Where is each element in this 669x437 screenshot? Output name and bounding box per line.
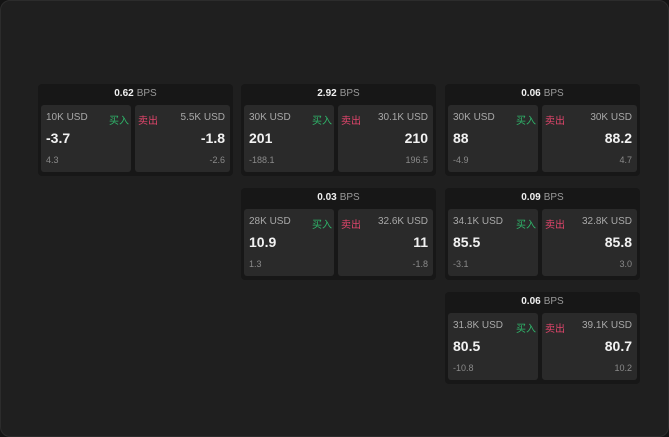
sell-change: -1.8 — [412, 259, 428, 269]
buy-label: 买入 — [312, 116, 332, 127]
spread-value: 0.06 — [521, 88, 541, 99]
spread-header: 0.06 BPS — [445, 292, 640, 312]
spread-header: 0.62 BPS — [38, 84, 233, 104]
buy-change: -3.1 — [453, 259, 469, 269]
buy-label: 买入 — [312, 220, 332, 231]
buy-amount: 30K USD — [453, 112, 495, 123]
spread-value: 2.92 — [317, 88, 337, 99]
quote-card: 0.06 BPS 31.8K USD 买入 80.5 -10.8 卖出 39.1K… — [445, 292, 640, 384]
sell-price: 80.7 — [604, 338, 632, 354]
quote-card: 0.06 BPS 30K USD 买入 88 -4.9 卖出 30K USD 88… — [445, 84, 640, 176]
spread-value: 0.03 — [317, 192, 337, 203]
sell-price: 85.8 — [604, 234, 632, 250]
sell-cell[interactable]: 卖出 30K USD 88.2 4.7 — [542, 105, 637, 172]
buy-amount: 31.8K USD — [453, 320, 504, 331]
buy-price: 10.9 — [249, 234, 277, 250]
sell-cell[interactable]: 卖出 39.1K USD 80.7 10.2 — [542, 313, 637, 380]
sell-price: -1.8 — [200, 130, 225, 146]
sell-label: 卖出 — [545, 324, 565, 335]
sell-amount: 30K USD — [590, 112, 632, 123]
sell-change: 4.7 — [619, 155, 632, 165]
buy-price: 201 — [249, 130, 273, 146]
spread-unit: BPS — [543, 88, 564, 99]
sell-change: -2.6 — [209, 155, 225, 165]
sell-price: 210 — [404, 130, 428, 146]
buy-cell[interactable]: 28K USD 买入 10.9 1.3 — [244, 209, 334, 276]
buy-amount: 34.1K USD — [453, 216, 504, 227]
spread-unit: BPS — [543, 296, 564, 307]
buy-cell[interactable]: 31.8K USD 买入 80.5 -10.8 — [448, 313, 538, 380]
buy-cell[interactable]: 30K USD 买入 88 -4.9 — [448, 105, 538, 172]
buy-amount: 10K USD — [46, 112, 88, 123]
spread-unit: BPS — [339, 88, 360, 99]
quote-card: 0.03 BPS 28K USD 买入 10.9 1.3 卖出 32.6K USD… — [241, 188, 436, 280]
sell-amount: 32.6K USD — [377, 216, 428, 227]
sell-label: 卖出 — [138, 116, 158, 127]
spread-header: 0.09 BPS — [445, 188, 640, 208]
sell-label: 卖出 — [341, 220, 361, 231]
buy-cell[interactable]: 34.1K USD 买入 85.5 -3.1 — [448, 209, 538, 276]
sell-change: 3.0 — [619, 259, 632, 269]
sell-label: 卖出 — [545, 220, 565, 231]
buy-price: 80.5 — [453, 338, 481, 354]
sell-amount: 32.8K USD — [581, 216, 632, 227]
spread-unit: BPS — [136, 88, 157, 99]
buy-label: 买入 — [516, 324, 536, 335]
quote-card: 2.92 BPS 30K USD 买入 201 -188.1 卖出 30.1K U… — [241, 84, 436, 176]
sell-price: 88.2 — [604, 130, 632, 146]
buy-amount: 30K USD — [249, 112, 291, 123]
buy-label: 买入 — [109, 116, 129, 127]
spread-header: 0.06 BPS — [445, 84, 640, 104]
sell-amount: 30.1K USD — [377, 112, 428, 123]
buy-change: -4.9 — [453, 155, 469, 165]
sell-cell[interactable]: 卖出 30.1K USD 210 196.5 — [338, 105, 433, 172]
spread-header: 0.03 BPS — [241, 188, 436, 208]
buy-cell[interactable]: 30K USD 买入 201 -188.1 — [244, 105, 334, 172]
spread-header: 2.92 BPS — [241, 84, 436, 104]
sell-change: 10.2 — [614, 363, 632, 373]
spread-unit: BPS — [543, 192, 564, 203]
spread-value: 0.09 — [521, 192, 541, 203]
buy-amount: 28K USD — [249, 216, 291, 227]
sell-cell[interactable]: 卖出 32.6K USD 11 -1.8 — [338, 209, 433, 276]
buy-cell[interactable]: 10K USD 买入 -3.7 4.3 — [41, 105, 131, 172]
sell-label: 卖出 — [545, 116, 565, 127]
sell-amount: 39.1K USD — [581, 320, 632, 331]
spread-value: 0.62 — [114, 88, 134, 99]
buy-label: 买入 — [516, 116, 536, 127]
buy-change: 4.3 — [46, 155, 59, 165]
sell-cell[interactable]: 卖出 32.8K USD 85.8 3.0 — [542, 209, 637, 276]
quote-card: 0.62 BPS 10K USD 买入 -3.7 4.3 卖出 5.5K USD … — [38, 84, 233, 176]
buy-price: 88 — [453, 130, 469, 146]
buy-change: -10.8 — [453, 363, 474, 373]
sell-change: 196.5 — [405, 155, 428, 165]
buy-price: -3.7 — [46, 130, 71, 146]
buy-label: 买入 — [516, 220, 536, 231]
spread-unit: BPS — [339, 192, 360, 203]
sell-price: 11 — [413, 234, 428, 250]
buy-change: -188.1 — [249, 155, 275, 165]
sell-cell[interactable]: 卖出 5.5K USD -1.8 -2.6 — [135, 105, 230, 172]
spread-value: 0.06 — [521, 296, 541, 307]
quote-card: 0.09 BPS 34.1K USD 买入 85.5 -3.1 卖出 32.8K … — [445, 188, 640, 280]
buy-price: 85.5 — [453, 234, 481, 250]
buy-change: 1.3 — [249, 259, 262, 269]
sell-amount: 5.5K USD — [180, 112, 225, 123]
sell-label: 卖出 — [341, 116, 361, 127]
